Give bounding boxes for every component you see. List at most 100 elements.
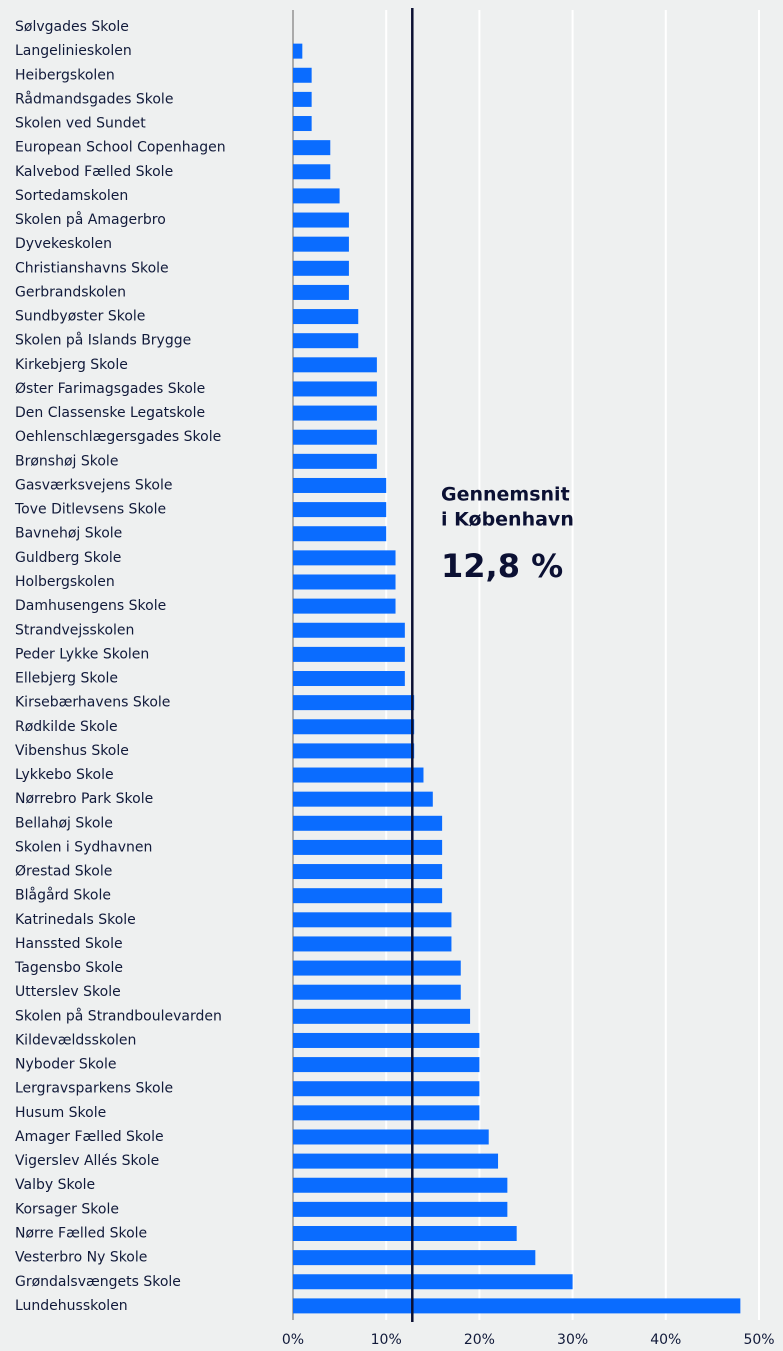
category-label: Sundbyøster Skole [15,309,145,325]
bar [293,1008,471,1024]
x-tick-label: 20% [464,1332,495,1348]
category-label: Langelinieskolen [15,43,132,59]
bar [293,888,443,904]
bar [293,502,387,518]
bar [293,960,461,976]
bar [293,260,349,276]
category-label: Damhusengens Skole [15,598,166,614]
bar [293,1129,489,1145]
bar [293,671,405,687]
x-tick-label: 30% [557,1332,588,1348]
category-label: Oehlenschlægersgades Skole [15,429,221,445]
bar [293,1153,499,1169]
bar [293,646,405,662]
bar [293,116,312,132]
category-label: Valby Skole [15,1177,95,1193]
bar [293,405,377,421]
category-label: Vigerslev Allés Skole [15,1153,159,1169]
category-label: Kildevældsskolen [15,1032,136,1048]
category-label: Skolen i Sydhavnen [15,839,152,855]
category-label: Brønshøj Skole [15,453,118,469]
category-label: Vesterbro Ny Skole [15,1250,147,1266]
bar [293,429,377,445]
bar [293,1105,480,1121]
category-label: Guldberg Skole [15,550,121,566]
bar [293,622,405,638]
category-label: Lykkebo Skole [15,767,114,783]
bar [293,767,424,783]
category-label: Nørrebro Park Skole [15,791,153,807]
category-label: Grøndalsvængets Skole [15,1274,181,1290]
bar [293,212,349,228]
bar [293,719,415,735]
bar [293,67,312,83]
bar [293,357,377,373]
average-title: i København [441,509,574,531]
category-label: Blågård Skole [15,887,111,904]
bar [293,839,443,855]
bar [293,477,387,493]
bar [293,1226,517,1241]
bar [293,984,461,1000]
category-label: Sølvgades Skole [15,19,129,35]
bar [293,695,415,711]
category-label: Gasværksvejens Skole [15,477,173,493]
bar [293,864,443,880]
category-label: Holbergskolen [15,574,115,590]
category-label: Kirkebjerg Skole [15,357,128,373]
x-tick-label: 0% [282,1332,304,1348]
category-label: Vibenshus Skole [15,743,129,759]
category-label: Skolen på Islands Brygge [15,332,191,349]
bar [293,598,396,614]
average-title: Gennemsnit [441,484,570,506]
bar [293,381,377,397]
category-label: Ørestad Skole [15,864,112,880]
category-label: Kalvebod Fælled Skole [15,164,173,180]
bar [293,815,443,831]
category-label: Dyvekeskolen [15,236,112,252]
bar [293,550,396,566]
bar [293,1250,536,1266]
category-label: Gerbrandskolen [15,284,126,300]
category-label: Husum Skole [15,1105,106,1121]
bar [293,188,340,204]
bar [293,912,452,928]
x-tick-label: 10% [371,1332,402,1348]
category-label: European School Copenhagen [15,140,226,156]
bar [293,284,349,300]
x-tick-label: 40% [650,1332,681,1348]
bar [293,1177,508,1193]
category-label: Nyboder Skole [15,1057,116,1073]
bar [293,164,331,180]
bar [293,236,349,252]
category-label: Peder Lykke Skolen [15,646,149,662]
bar [293,1081,480,1097]
bar [293,743,415,759]
category-label: Lundehusskolen [15,1298,128,1314]
category-label: Christianshavns Skole [15,260,169,276]
category-label: Tagensbo Skole [14,960,123,976]
category-label: Bellahøj Skole [15,815,113,831]
category-label: Korsager Skole [15,1201,119,1217]
category-label: Ellebjerg Skole [15,671,118,687]
category-label: Skolen på Strandboulevarden [15,1007,222,1024]
category-label: Hanssted Skole [15,936,123,952]
bar [293,574,396,590]
category-label: Sortedamskolen [15,188,128,204]
category-label: Skolen på Amagerbro [15,211,166,228]
bar [293,1032,480,1048]
category-label: Strandvejsskolen [15,622,134,638]
category-label: Øster Farimagsgades Skole [15,381,205,397]
bar [293,936,452,952]
bar [293,526,387,542]
category-label: Lergravsparkens Skole [15,1081,173,1097]
category-label: Utterslev Skole [15,984,121,1000]
bar [293,1274,573,1290]
category-label: Den Classenske Legatskole [15,405,205,421]
category-label: Tove Ditlevsens Skole [14,502,166,518]
bar [293,140,331,156]
x-tick-label: 50% [743,1332,774,1348]
category-label: Rådmandsgades Skole [15,90,173,107]
bar [293,333,359,349]
